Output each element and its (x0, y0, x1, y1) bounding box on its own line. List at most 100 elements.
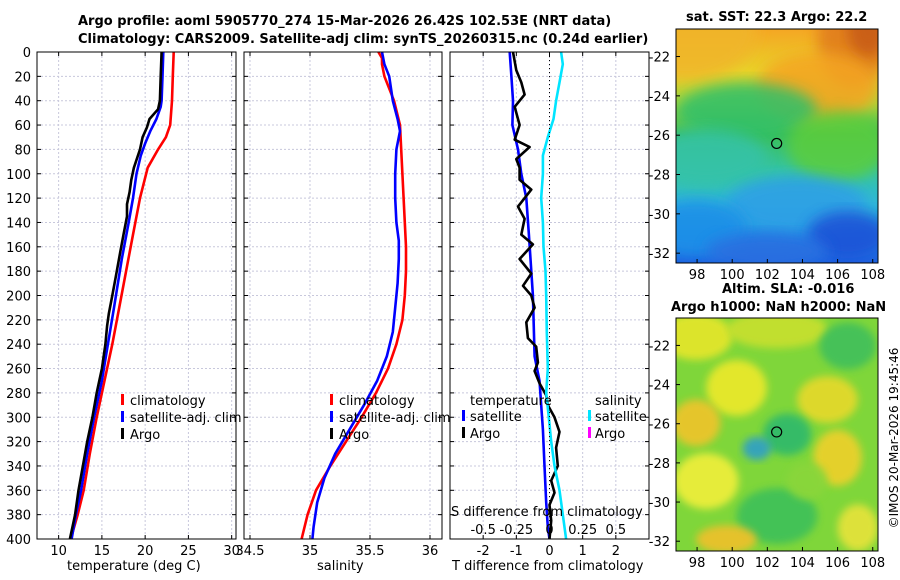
diff-xtick-label: -1 (510, 544, 523, 559)
diff-legend-right-title: salinity (595, 394, 642, 409)
depth-tick-label: 380 (6, 509, 31, 524)
temp-xtick-label: 25 (180, 544, 197, 559)
sst-argo-marker (771, 137, 783, 150)
sst-ytick-label: -30 (649, 208, 670, 223)
sdiff-tick-label: 0.25 (568, 523, 597, 538)
diff-series-t-satellite (508, 51, 551, 540)
sla-field (676, 318, 878, 551)
depth-tick-label: 400 (6, 533, 31, 548)
diff-xtick-label: 1 (579, 544, 587, 559)
diff-xtick-label: 0 (545, 544, 553, 559)
depth-tick-label: 280 (6, 387, 31, 402)
sla-xtick-label: 100 (720, 556, 745, 571)
temp-legend-swatch (121, 428, 124, 439)
sal-xlabel: salinity (317, 559, 364, 574)
depth-tick-label: 300 (6, 411, 31, 426)
temp-series-climatology (69, 51, 175, 540)
depth-tick-label: 60 (14, 119, 31, 134)
sal-legend-swatch (330, 411, 333, 422)
sla-patch (736, 488, 818, 545)
diff-legend-right-swatch (588, 427, 591, 438)
sst-frame (675, 28, 879, 264)
sla-patch (787, 462, 828, 500)
sst-ytick-label: -24 (649, 90, 670, 105)
sla-patch (706, 359, 767, 416)
sdiff-tick-label: 0 (545, 523, 553, 538)
temp-legend-label: climatology (130, 394, 206, 409)
sst-patch (847, 29, 878, 58)
sal-legend-label: Argo (339, 428, 369, 443)
sla-ytick-label: -30 (649, 496, 670, 511)
sst-xtick-label: 102 (755, 268, 780, 283)
diff-legend-left-label: satellite (470, 410, 522, 425)
sdiff-tick-label: -0.5 (470, 523, 495, 538)
depth-tick-label: 340 (6, 460, 31, 475)
diff-legend-left-label: Argo (470, 427, 500, 442)
sal-xtick-label: 35.5 (356, 544, 385, 559)
temp-legend-swatch (121, 411, 124, 422)
sal-legend-swatch (330, 394, 333, 405)
sst-xtick-label: 104 (790, 268, 815, 283)
sst-field (676, 29, 878, 263)
temp-legend-label: satellite-adj. clim (130, 411, 242, 426)
sdiff-tick-label: 0.5 (605, 523, 626, 538)
temp-series-satellite-adj-clim (70, 51, 165, 540)
depth-tick-label: 120 (6, 192, 31, 207)
depth-tick-label: 180 (6, 265, 31, 280)
sla-patch (696, 525, 757, 551)
depth-tick-label: 100 (6, 168, 31, 183)
imos-timestamp: ©IMOS 20-Mar-2026 19:45:46 (887, 347, 900, 529)
diff-legend-right-label: satellite (595, 410, 647, 425)
depth-tick-label: 20 (14, 70, 31, 85)
temp-legend-swatch (121, 394, 124, 405)
depth-tick-label: 320 (6, 436, 31, 451)
header-line2: Climatology: CARS2009. Satellite-adj cli… (78, 32, 649, 47)
header-line1: Argo profile: aoml 5905770_274 15-Mar-20… (78, 14, 612, 29)
sla-patch (676, 318, 733, 360)
diff-xtick-label: 2 (612, 544, 620, 559)
temp-xtick-label: 10 (50, 544, 67, 559)
sst-xtick-label: 106 (825, 268, 850, 283)
sst-ytick-label: -22 (649, 51, 670, 66)
sst-title: sat. SST: 22.3 Argo: 22.2 (686, 10, 868, 25)
temp-series-argo (68, 51, 163, 540)
depth-tick-label: 160 (6, 241, 31, 256)
temp-xtick-label: 20 (137, 544, 154, 559)
depth-tick-label: 40 (14, 95, 31, 110)
sla-xtick-label: 108 (860, 556, 885, 571)
sla-xtick-label: 104 (790, 556, 815, 571)
sst-patch (676, 82, 818, 139)
diff-legend-left-swatch (462, 410, 465, 421)
diff-xtick-label: -2 (477, 544, 490, 559)
sal-xtick-label: 35 (302, 544, 319, 559)
sla-ytick-label: -22 (649, 339, 670, 354)
depth-tick-label: 0 (23, 46, 31, 61)
sst-xtick-label: 108 (860, 268, 885, 283)
diff-xlabel: T difference from climatology (452, 559, 644, 574)
temp-legend-label: Argo (130, 428, 160, 443)
sst-patch (676, 29, 757, 81)
sla-patch (797, 376, 858, 423)
sla-ytick-label: -24 (649, 379, 670, 394)
depth-tick-label: 220 (6, 314, 31, 329)
sla-title: Altim. SLA: -0.016 (722, 282, 855, 297)
sdiff-tick-label: -0.25 (500, 523, 534, 538)
sst-xtick-label: 98 (689, 268, 706, 283)
sst-patch (706, 232, 828, 263)
sla-xtick-label: 106 (825, 556, 850, 571)
sst-ytick-label: -32 (649, 247, 670, 262)
sla-subtitle: Argo h1000: NaN h2000: NaN (671, 300, 887, 315)
sst-xtick-label: 100 (720, 268, 745, 283)
sla-patch (676, 453, 739, 510)
depth-tick-label: 80 (14, 143, 31, 158)
sst-ytick-label: -26 (649, 129, 670, 144)
diff-series-t-argo (511, 51, 561, 540)
sla-frame (675, 317, 879, 552)
sst-patch (676, 129, 767, 186)
sal-legend-label: climatology (339, 394, 415, 409)
sla-ytick-label: -32 (649, 535, 670, 550)
sla-ytick-label: -26 (649, 418, 670, 433)
diff-series-s-satellite (539, 51, 568, 540)
diff-legend-right-swatch (588, 410, 591, 421)
